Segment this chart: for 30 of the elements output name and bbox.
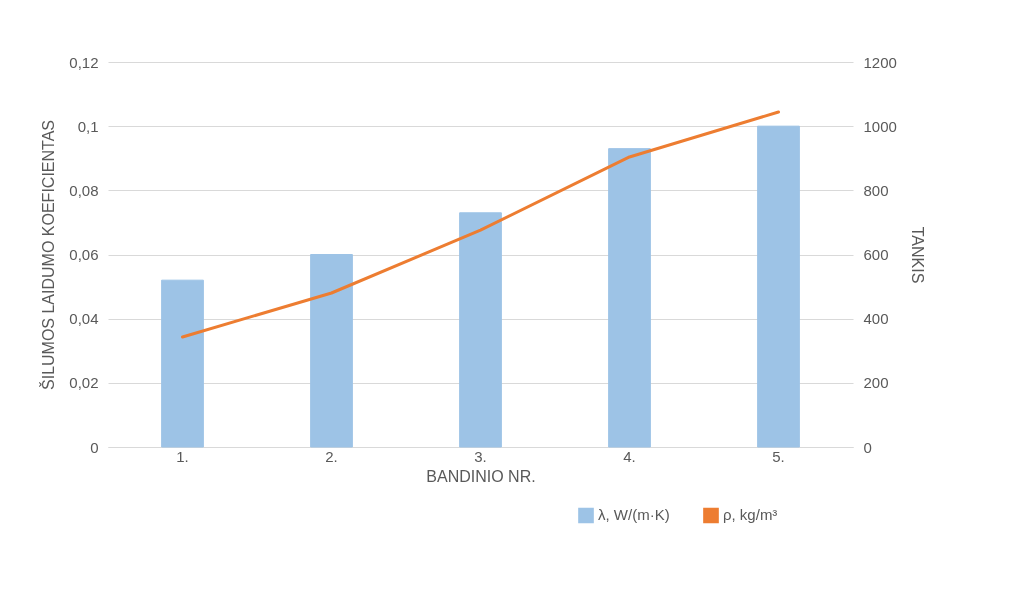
- y2-tick-label: 0: [863, 438, 872, 456]
- y2-tick-label: 600: [863, 246, 889, 263]
- legend-label: ρ, kg/m³: [723, 506, 778, 524]
- x-tick-label: 2.: [325, 447, 338, 465]
- x-tick-label: 1.: [176, 447, 189, 465]
- bar: [310, 254, 353, 448]
- y-tick-label: 0,04: [69, 310, 99, 328]
- y-tick-label: 0,1: [77, 117, 99, 135]
- y2-tick-label: 400: [863, 310, 889, 328]
- bar: [608, 148, 651, 448]
- x-tick-label: 4.: [623, 447, 636, 465]
- y-tick-label: 0,12: [69, 53, 99, 71]
- y2-tick-label: 800: [863, 181, 889, 199]
- line-series: [181, 110, 780, 339]
- y2-tick-label: 200: [863, 374, 889, 392]
- y-tick-label: 0: [90, 438, 99, 456]
- y-tick-label: 0,06: [69, 246, 99, 263]
- y2-tick-label: 1000: [863, 117, 897, 135]
- x-tick-label: 5.: [772, 447, 785, 465]
- x-axis-title: BANDINIO NR.: [426, 467, 536, 485]
- legend-label: λ, W/(m·K): [598, 506, 670, 524]
- y2-tick-label: 1200: [863, 53, 897, 71]
- bar: [161, 279, 204, 448]
- y-tick-label: 0,02: [69, 374, 99, 392]
- y2-axis-title: TANKIS: [908, 226, 926, 284]
- x-tick-label: 3.: [474, 447, 487, 465]
- bar: [757, 125, 800, 448]
- y-tick-label: 0,08: [69, 181, 99, 199]
- bar: [459, 212, 502, 448]
- y-axis-title: ŠILUMOS LAIDUMO KOEFICIENTAS: [39, 120, 58, 390]
